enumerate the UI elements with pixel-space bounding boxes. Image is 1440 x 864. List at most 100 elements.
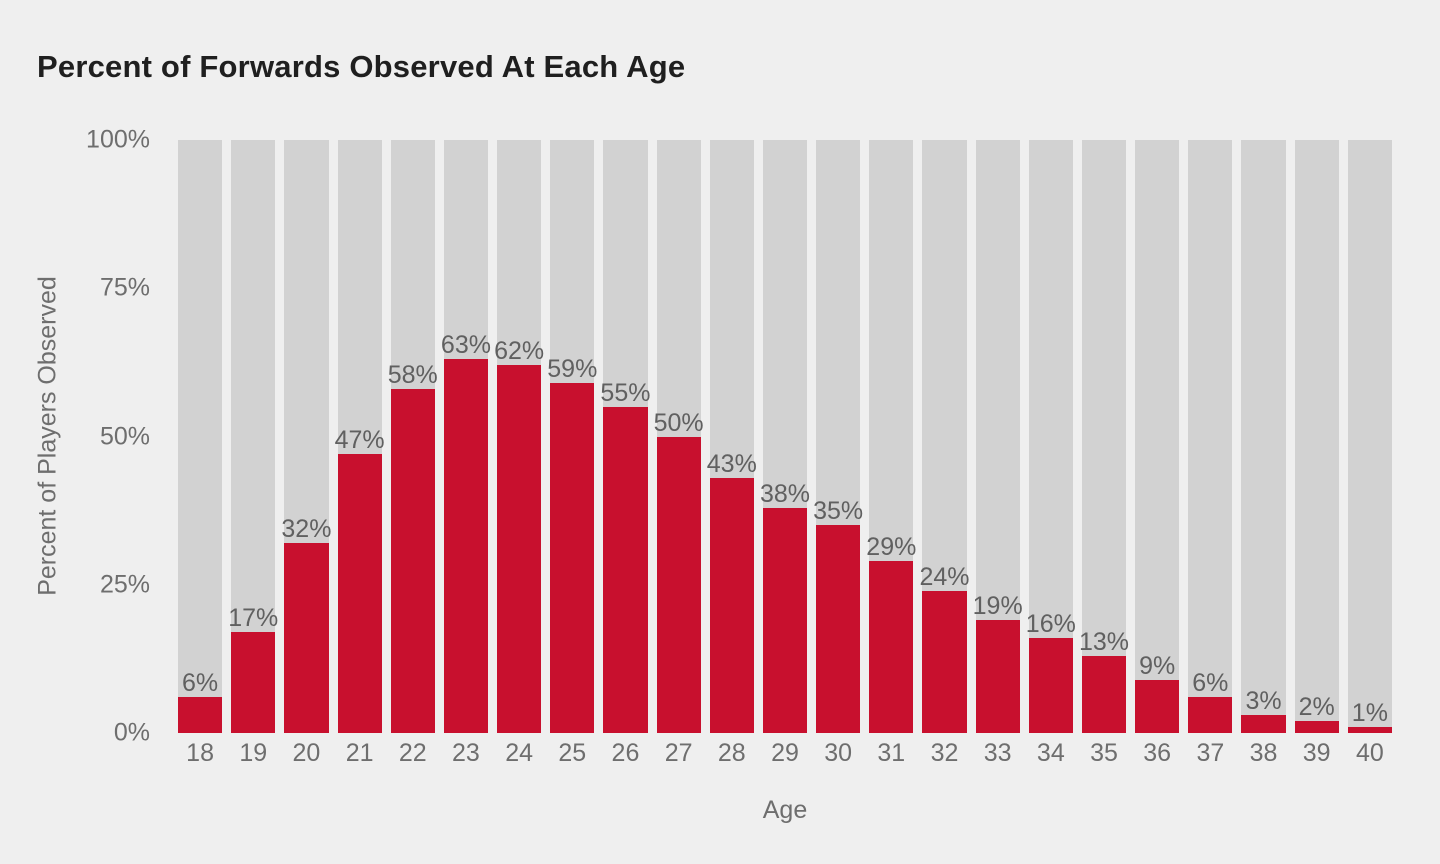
bar-background-track: 2% — [1294, 140, 1339, 733]
bar-value-label: 6% — [1192, 669, 1229, 698]
bar — [869, 561, 914, 733]
x-axis-title: Age — [762, 796, 808, 824]
y-tick-label: 25% — [99, 570, 150, 599]
bar-value-label: 58% — [387, 361, 438, 390]
bar — [603, 406, 648, 733]
bar-value-label: 63% — [440, 331, 491, 360]
bar-value-label: 32% — [281, 515, 332, 544]
y-tick-label: 100% — [86, 125, 150, 154]
bar-value-label: 3% — [1245, 687, 1282, 716]
bar-column: 35% 30 — [813, 140, 864, 773]
bar — [816, 525, 861, 733]
bar-value-label: 1% — [1351, 699, 1388, 728]
bar — [1135, 679, 1180, 733]
bar-background-track: 32% — [281, 140, 332, 733]
bar — [709, 478, 754, 733]
bar-background-track: 62% — [494, 140, 545, 733]
bar-column: 6% 18 — [178, 140, 223, 773]
bar-value-label: 19% — [972, 592, 1023, 621]
bar-value-label: 16% — [1025, 610, 1076, 639]
y-tick-label: 50% — [99, 422, 150, 450]
x-tick-label: 39 — [1302, 738, 1331, 767]
bar — [1028, 638, 1073, 733]
bar-value-label: 55% — [600, 378, 651, 407]
bar-background-track: 6% — [178, 140, 223, 733]
bar-column: 24% 32 — [919, 140, 970, 773]
x-tick-label: 30 — [824, 738, 853, 767]
bar-column: 17% 19 — [228, 140, 278, 773]
bar-value-label: 2% — [1298, 693, 1335, 722]
x-tick-label: 29 — [771, 738, 799, 767]
bar-value-label: 29% — [866, 533, 917, 562]
x-tick-label: 21 — [345, 738, 374, 767]
bar — [762, 507, 808, 733]
bar-column: 63% 23 — [440, 140, 491, 773]
bar-column: 2% 39 — [1294, 140, 1339, 773]
x-tick-label: 38 — [1249, 738, 1278, 767]
bar-value-label: 9% — [1139, 651, 1176, 680]
x-tick-label: 33 — [983, 738, 1012, 767]
x-tick-label: 19 — [239, 738, 268, 767]
bar — [231, 632, 276, 733]
bar-column: 32% 20 — [281, 140, 332, 773]
bar-value-label: 47% — [334, 426, 385, 455]
bar — [497, 365, 542, 733]
bar-background-track: 17% — [228, 140, 278, 733]
x-tick-label: 26 — [611, 738, 640, 767]
x-tick-label: 32 — [930, 738, 959, 767]
bar — [922, 590, 967, 733]
bar-column: 6% 37 — [1188, 140, 1233, 773]
bar — [1081, 655, 1127, 733]
bar-background-track: 6% — [1188, 140, 1233, 733]
plot-area: 6% 18 17% 19 32% 20 47% 21 58% 22 63% 23 62% 24 59% 25 5… — [178, 140, 1392, 773]
bar-background-track: 43% — [707, 140, 757, 733]
bar-background-track: 59% — [547, 140, 597, 733]
bar — [975, 620, 1020, 733]
bar-background-track: 38% — [759, 140, 810, 733]
bar-column: 62% 24 — [494, 140, 545, 773]
bar — [178, 697, 223, 733]
chart-title: Percent of Forwards Observed At Each Age — [37, 49, 686, 84]
bar-background-track: 35% — [813, 140, 864, 733]
bar-value-label: 50% — [653, 408, 704, 437]
bar-background-track: 9% — [1135, 140, 1180, 733]
bar-background-track: 19% — [972, 140, 1023, 733]
bar-background-track: 24% — [919, 140, 970, 733]
bar-column: 58% 22 — [387, 140, 438, 773]
y-tick-label: 75% — [99, 273, 150, 302]
bar — [1347, 727, 1392, 733]
x-tick-label: 35 — [1090, 738, 1118, 767]
y-axis-tick-labels: 100% 75% 50% 25% 0% — [0, 126, 160, 747]
bar-background-track: 1% — [1347, 140, 1392, 733]
bar — [1294, 721, 1339, 733]
bar-column: 29% 31 — [866, 140, 917, 773]
x-tick-label: 25 — [558, 738, 587, 767]
bar-column: 16% 34 — [1025, 140, 1076, 773]
bar — [337, 454, 382, 733]
bar-value-label: 62% — [494, 337, 545, 366]
bar — [284, 543, 329, 733]
x-tick-label: 37 — [1196, 738, 1225, 767]
bar-background-track: 13% — [1079, 140, 1129, 733]
x-tick-label: 28 — [717, 738, 746, 767]
bar-background-track: 55% — [600, 140, 651, 733]
bar-column: 3% 38 — [1241, 140, 1286, 773]
bar-value-label: 38% — [759, 479, 810, 508]
bar-column: 13% 35 — [1079, 140, 1129, 773]
x-tick-label: 40 — [1355, 738, 1384, 767]
bar-background-track: 47% — [334, 140, 385, 733]
bar-value-label: 24% — [919, 562, 970, 591]
x-tick-label: 31 — [877, 738, 906, 767]
x-tick-label: 36 — [1143, 738, 1172, 767]
bar-background-track: 50% — [653, 140, 704, 733]
bar-value-label: 35% — [813, 497, 864, 526]
bar-column: 59% 25 — [547, 140, 597, 773]
bar-background-track: 63% — [440, 140, 491, 733]
bar-column: 43% 28 — [707, 140, 757, 773]
bar-background-track: 29% — [866, 140, 917, 733]
x-tick-label: 23 — [452, 738, 480, 767]
bar-column: 9% 36 — [1135, 140, 1180, 773]
bar-background-track: 3% — [1241, 140, 1286, 733]
bar-column: 38% 29 — [759, 140, 810, 773]
bar — [1241, 715, 1286, 733]
